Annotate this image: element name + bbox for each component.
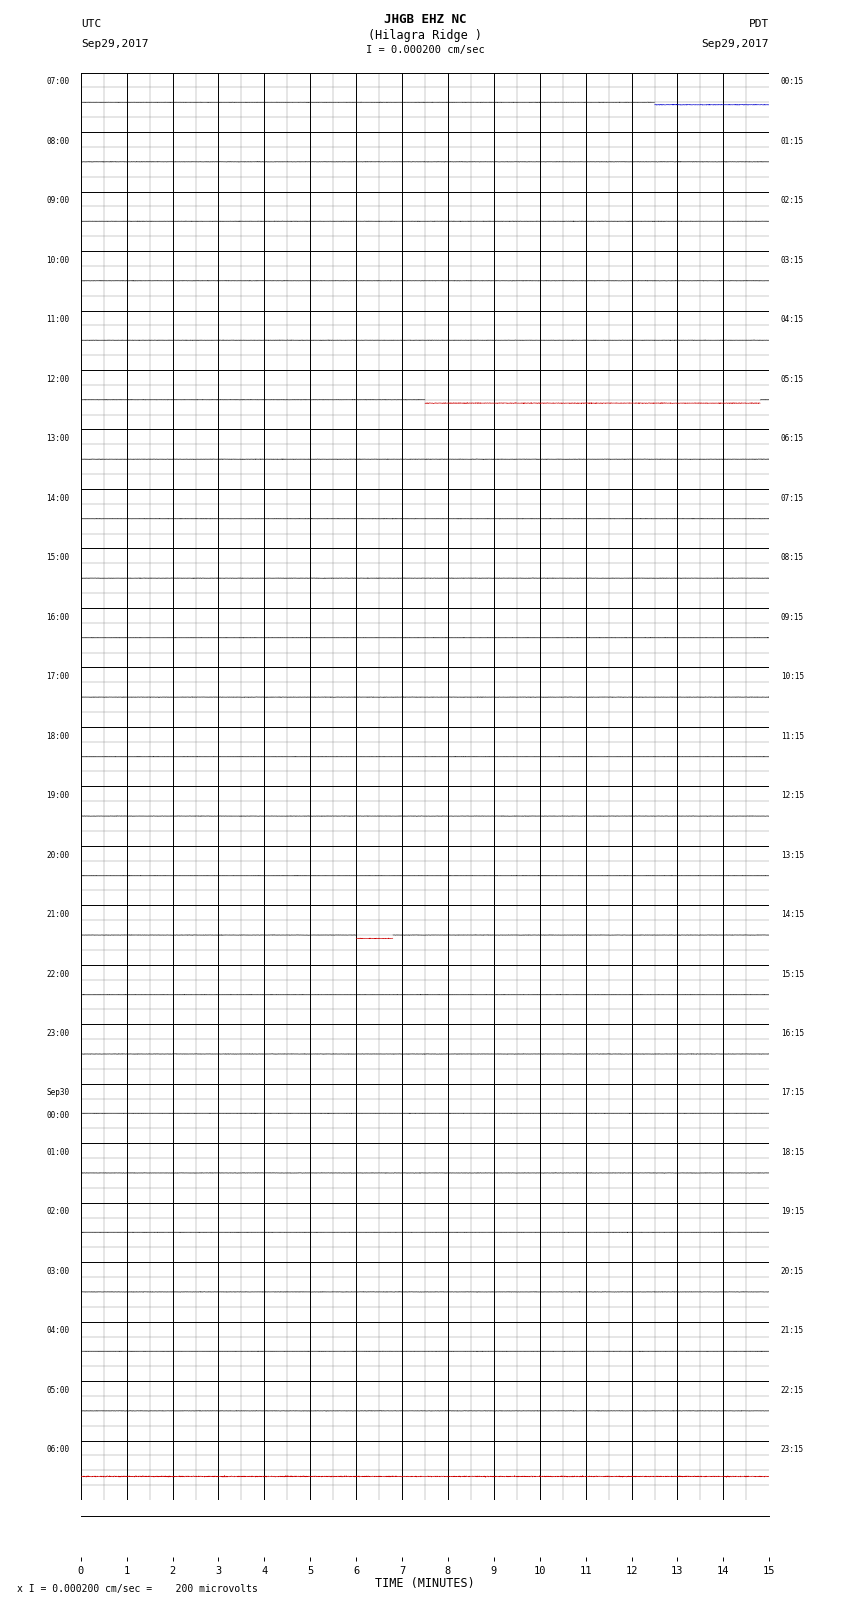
- Text: 08:15: 08:15: [780, 553, 804, 563]
- Text: 17:15: 17:15: [780, 1089, 804, 1097]
- Text: 02:15: 02:15: [780, 197, 804, 205]
- Text: 09:00: 09:00: [46, 197, 70, 205]
- Text: 08:00: 08:00: [46, 137, 70, 145]
- Text: 05:15: 05:15: [780, 374, 804, 384]
- Text: x I = 0.000200 cm/sec =    200 microvolts: x I = 0.000200 cm/sec = 200 microvolts: [17, 1584, 258, 1594]
- Text: PDT: PDT: [749, 19, 769, 29]
- Text: 06:15: 06:15: [780, 434, 804, 444]
- Text: 14:15: 14:15: [780, 910, 804, 919]
- Text: JHGB EHZ NC: JHGB EHZ NC: [383, 13, 467, 26]
- Text: 10:15: 10:15: [780, 673, 804, 681]
- Text: 11:00: 11:00: [46, 315, 70, 324]
- Text: 05:00: 05:00: [46, 1386, 70, 1395]
- Text: 13:00: 13:00: [46, 434, 70, 444]
- Text: Sep30: Sep30: [46, 1089, 70, 1097]
- Text: 09:15: 09:15: [780, 613, 804, 621]
- Text: I = 0.000200 cm/sec: I = 0.000200 cm/sec: [366, 45, 484, 55]
- Text: 04:00: 04:00: [46, 1326, 70, 1336]
- Text: 16:00: 16:00: [46, 613, 70, 621]
- Text: 23:15: 23:15: [780, 1445, 804, 1455]
- Text: 22:15: 22:15: [780, 1386, 804, 1395]
- Text: 02:00: 02:00: [46, 1208, 70, 1216]
- Text: 06:00: 06:00: [46, 1445, 70, 1455]
- Text: 13:15: 13:15: [780, 850, 804, 860]
- Text: 07:15: 07:15: [780, 494, 804, 503]
- Text: 00:15: 00:15: [780, 77, 804, 87]
- Text: 16:15: 16:15: [780, 1029, 804, 1039]
- Text: 23:00: 23:00: [46, 1029, 70, 1039]
- Text: 12:00: 12:00: [46, 374, 70, 384]
- Text: 17:00: 17:00: [46, 673, 70, 681]
- Text: 01:15: 01:15: [780, 137, 804, 145]
- Text: 00:00: 00:00: [46, 1110, 70, 1119]
- Text: 04:15: 04:15: [780, 315, 804, 324]
- Text: 03:00: 03:00: [46, 1266, 70, 1276]
- Text: 07:00: 07:00: [46, 77, 70, 87]
- Text: 19:00: 19:00: [46, 790, 70, 800]
- Text: 21:15: 21:15: [780, 1326, 804, 1336]
- X-axis label: TIME (MINUTES): TIME (MINUTES): [375, 1578, 475, 1590]
- Text: 12:15: 12:15: [780, 790, 804, 800]
- Text: 18:15: 18:15: [780, 1148, 804, 1157]
- Text: (Hilagra Ridge ): (Hilagra Ridge ): [368, 29, 482, 42]
- Text: UTC: UTC: [81, 19, 101, 29]
- Text: 11:15: 11:15: [780, 732, 804, 740]
- Text: 21:00: 21:00: [46, 910, 70, 919]
- Text: 22:00: 22:00: [46, 969, 70, 979]
- Text: 15:00: 15:00: [46, 553, 70, 563]
- Text: 15:15: 15:15: [780, 969, 804, 979]
- Text: 19:15: 19:15: [780, 1208, 804, 1216]
- Text: 01:00: 01:00: [46, 1148, 70, 1157]
- Text: 18:00: 18:00: [46, 732, 70, 740]
- Text: 14:00: 14:00: [46, 494, 70, 503]
- Text: 03:15: 03:15: [780, 256, 804, 265]
- Text: Sep29,2017: Sep29,2017: [702, 39, 769, 48]
- Text: 20:00: 20:00: [46, 850, 70, 860]
- Text: 20:15: 20:15: [780, 1266, 804, 1276]
- Text: 10:00: 10:00: [46, 256, 70, 265]
- Text: Sep29,2017: Sep29,2017: [81, 39, 148, 48]
